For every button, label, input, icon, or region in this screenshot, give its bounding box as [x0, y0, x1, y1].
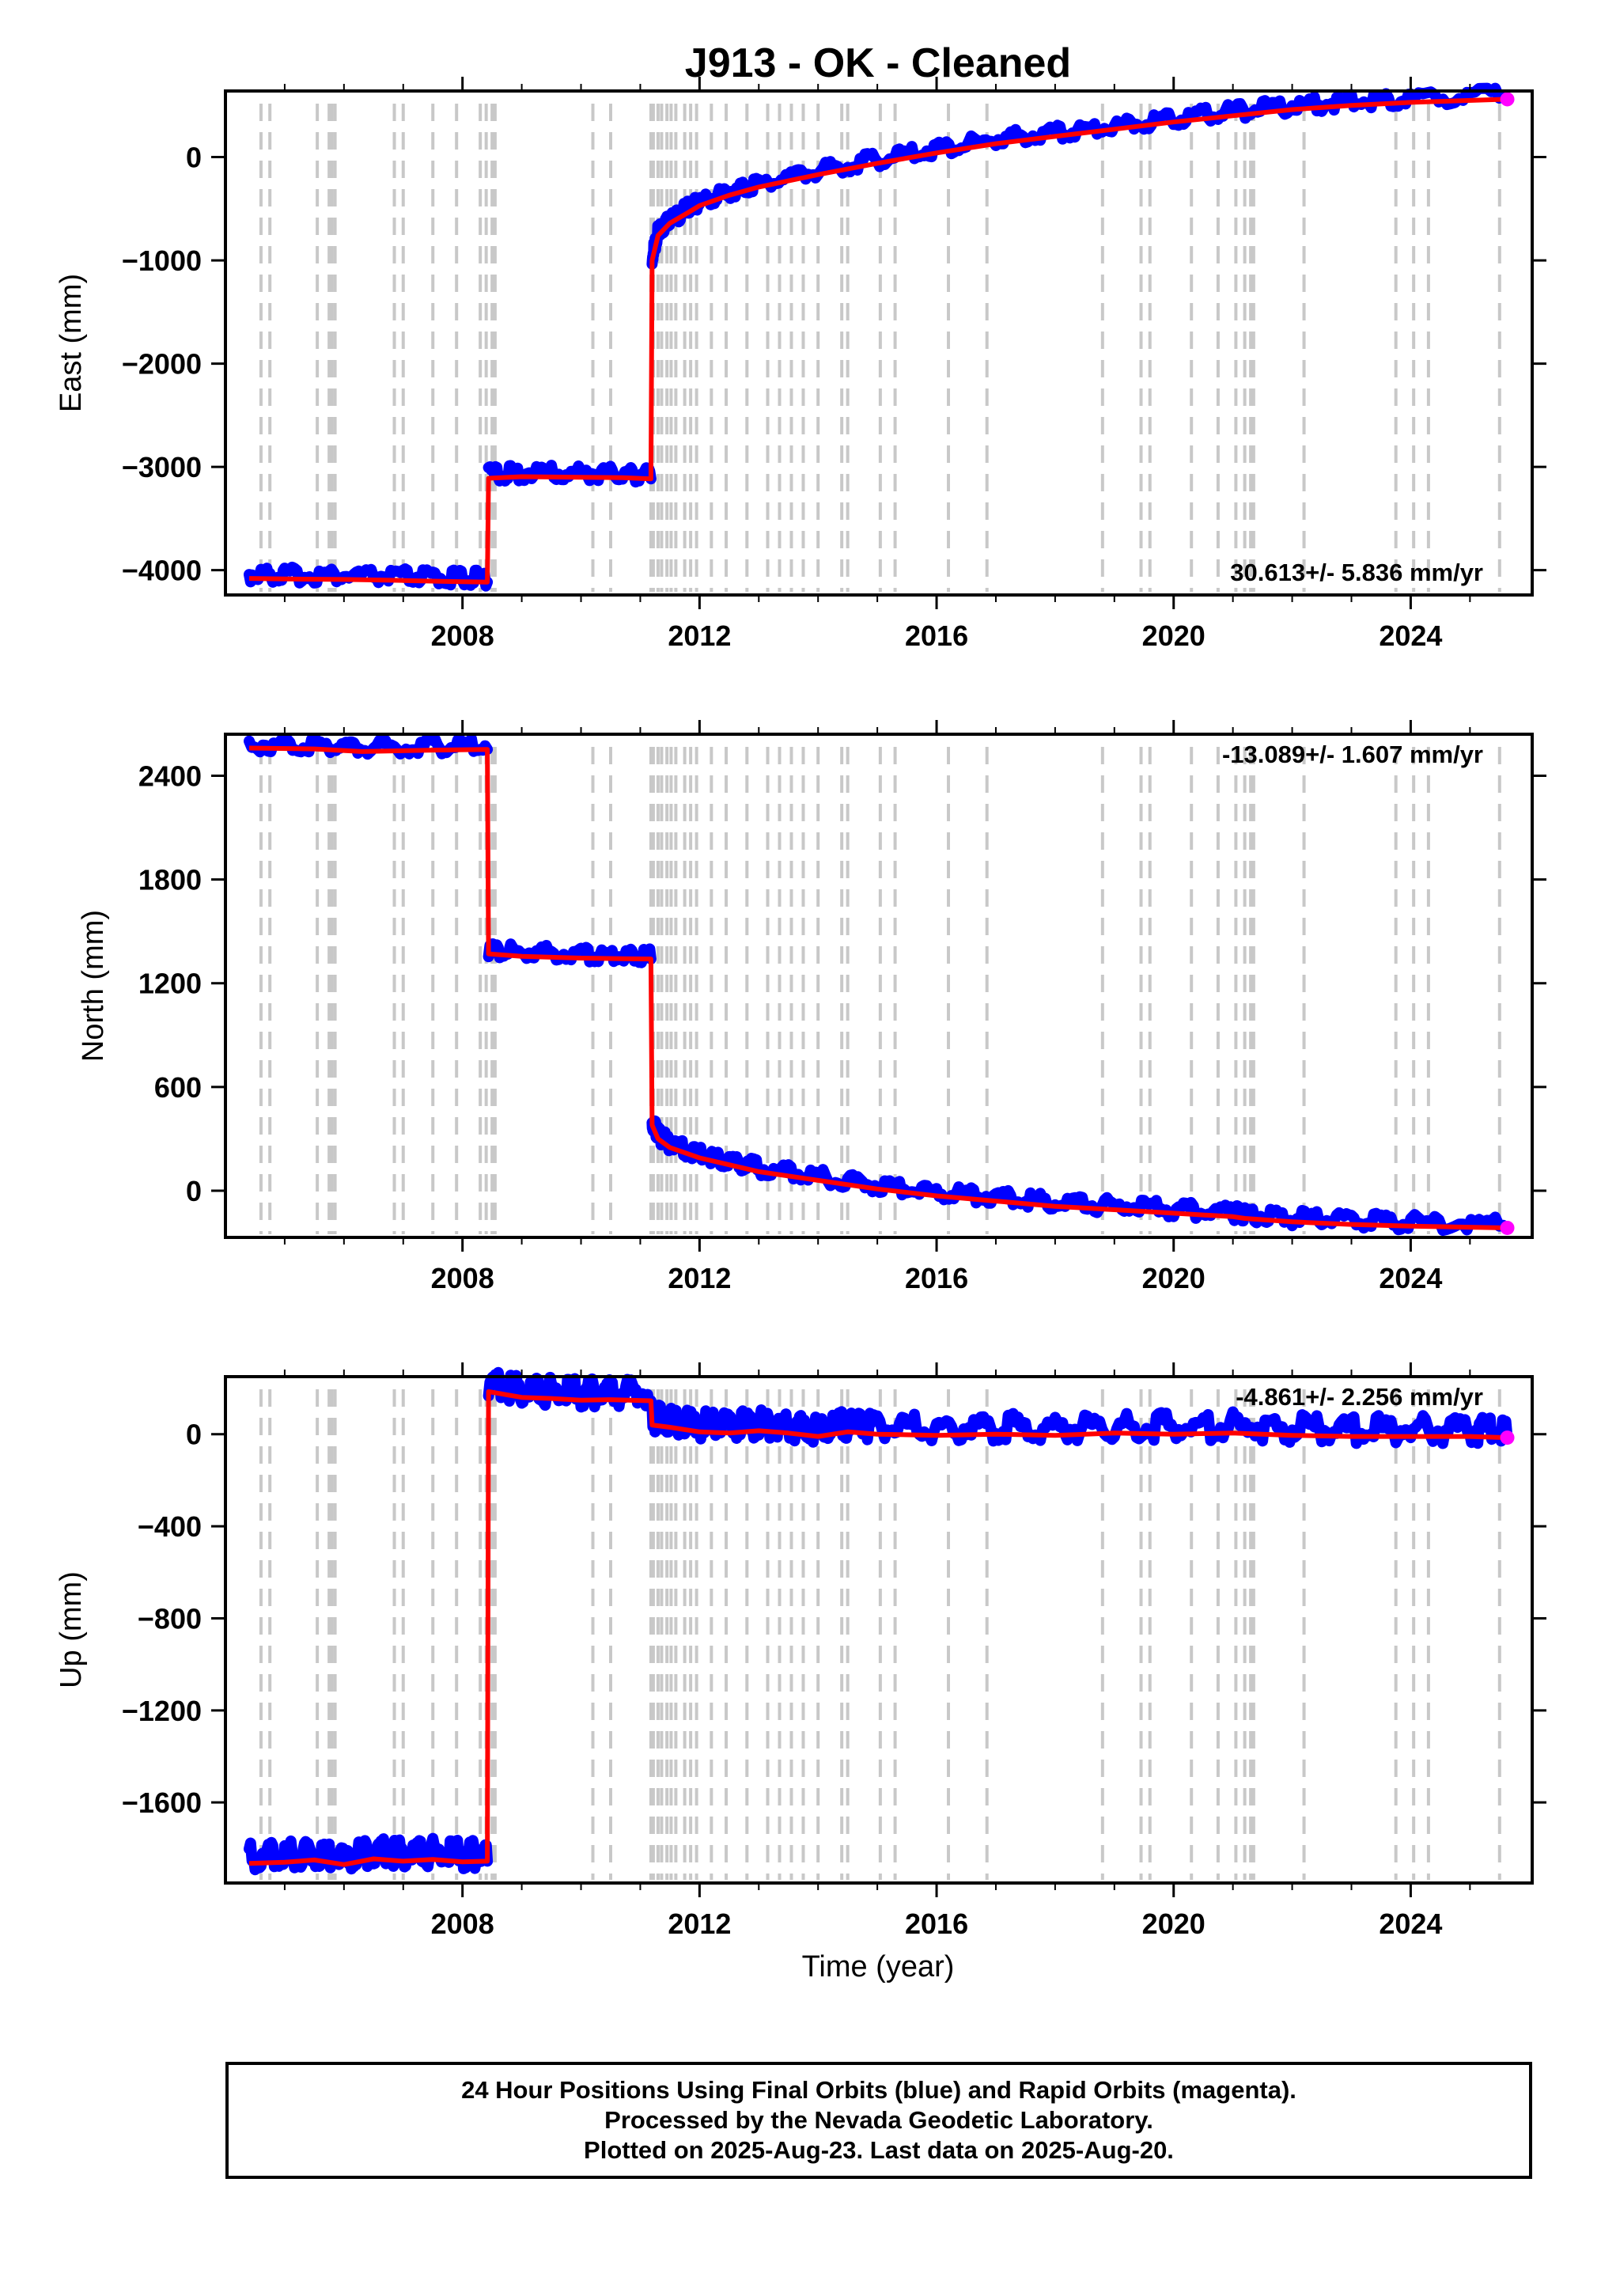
north-y-tick-label: 1800	[138, 864, 202, 896]
north-rapid-orbits-point	[1500, 1220, 1515, 1235]
north-x-tick-label: 2024	[1379, 1262, 1442, 1294]
east-ticks: 2008 2012 2016 2020 2024 0 −1000 −2000 −3000 −400…	[122, 77, 1546, 652]
east-x-tick-label: 2016	[905, 619, 968, 652]
up-panel: 2008 2012 2016 2020 20240−400−800−1200−1600 …	[55, 1362, 1546, 1983]
up-model-line	[248, 1389, 1508, 1867]
north-y-tick-label: 600	[154, 1071, 202, 1104]
east-y-tick-label: −3000	[122, 451, 202, 483]
east-y-tick-label: 0	[186, 142, 202, 174]
north-x-tick-label: 2008	[431, 1262, 494, 1294]
up-rate-label: -4.861+/- 2.256 mm/yr	[1236, 1383, 1483, 1411]
north-x-tick-label: 2012	[668, 1262, 731, 1294]
east-plot-frame	[224, 89, 1534, 597]
up-y-tick-label: −1600	[122, 1786, 202, 1819]
north-y-tick-label: 0	[186, 1175, 202, 1207]
up-x-tick-label: 2020	[1142, 1908, 1205, 1940]
up-y-tick-label: 0	[186, 1419, 202, 1451]
footer-box: 24 Hour Positions Using Final Orbits (bl…	[225, 2062, 1532, 2179]
north-x-tick-label: 2020	[1142, 1262, 1205, 1294]
east-event-lines	[259, 104, 1501, 592]
up-ylabel: Up (mm)	[55, 1571, 88, 1688]
north-model-line	[248, 745, 1508, 1230]
footer-line-3: Plotted on 2025-Aug-23. Last data on 202…	[584, 2136, 1174, 2164]
north-rate-label: -13.089+/- 1.607 mm/yr	[1222, 741, 1483, 768]
up-x-tick-label: 2024	[1379, 1908, 1442, 1940]
north-panel: 2008 2012 2016 2020 2024 2400 1800 1200 600 0 Nor…	[77, 720, 1546, 1294]
east-x-tick-label: 2008	[431, 619, 494, 652]
north-final-orbits-series	[483, 938, 657, 968]
north-ylabel: North (mm)	[77, 910, 110, 1062]
east-series	[244, 82, 1515, 592]
north-y-tick-label: 2400	[138, 760, 202, 792]
up-x-tick-label: 2012	[668, 1908, 731, 1940]
north-final-orbits-series	[646, 1115, 1513, 1237]
footer-line-1: 24 Hour Positions Using Final Orbits (bl…	[461, 2076, 1296, 2104]
chart-title: J913 - OK - Cleaned	[685, 40, 1071, 86]
up-y-tick-label: −1200	[122, 1695, 202, 1727]
up-x-tick-label: 2008	[431, 1908, 494, 1940]
east-y-tick-label: −4000	[122, 555, 202, 587]
up-y-tick-label: −400	[138, 1510, 202, 1543]
east-x-tick-label: 2024	[1379, 619, 1442, 652]
east-x-tick-label: 2020	[1142, 619, 1205, 652]
east-rate-label: 30.613+/- 5.836 mm/yr	[1230, 559, 1483, 586]
up-rapid-orbits-point	[1500, 1430, 1515, 1445]
north-event-lines	[259, 747, 1501, 1234]
north-y-tick-label: 1200	[138, 968, 202, 1000]
north-plot-frame	[224, 733, 1534, 1239]
east-panel: 2008 2012 2016 2020 2024 0 −1000 −2000 −3000 −400…	[55, 77, 1546, 652]
east-rapid-orbits-point	[1500, 92, 1515, 107]
north-ticks: 2008 2012 2016 2020 2024 2400 1800 1200 600 0	[138, 720, 1546, 1294]
x-axis-label: Time (year)	[802, 1950, 955, 1983]
up-x-tick-label: 2016	[905, 1908, 968, 1940]
up-y-tick-label: −800	[138, 1602, 202, 1635]
up-event-lines	[259, 1389, 1501, 1880]
east-y-tick-label: −2000	[122, 348, 202, 381]
east-final-orbits-series	[483, 460, 657, 488]
east-model-line	[248, 97, 1508, 585]
footer-line-2: Processed by the Nevada Geodetic Laborat…	[604, 2106, 1153, 2134]
east-ylabel: East (mm)	[55, 274, 88, 412]
east-x-tick-label: 2012	[668, 619, 731, 652]
north-series	[244, 733, 1515, 1237]
east-y-tick-label: −1000	[122, 244, 202, 277]
up-ticks: 2008 2012 2016 2020 2024 0 −400 −800 −1200 −1600	[122, 1362, 1546, 1940]
north-x-tick-label: 2016	[905, 1262, 968, 1294]
up-plot-frame	[224, 1375, 1534, 1885]
east-final-orbits-series	[646, 82, 1513, 270]
up-final-orbits-series	[244, 1832, 494, 1876]
